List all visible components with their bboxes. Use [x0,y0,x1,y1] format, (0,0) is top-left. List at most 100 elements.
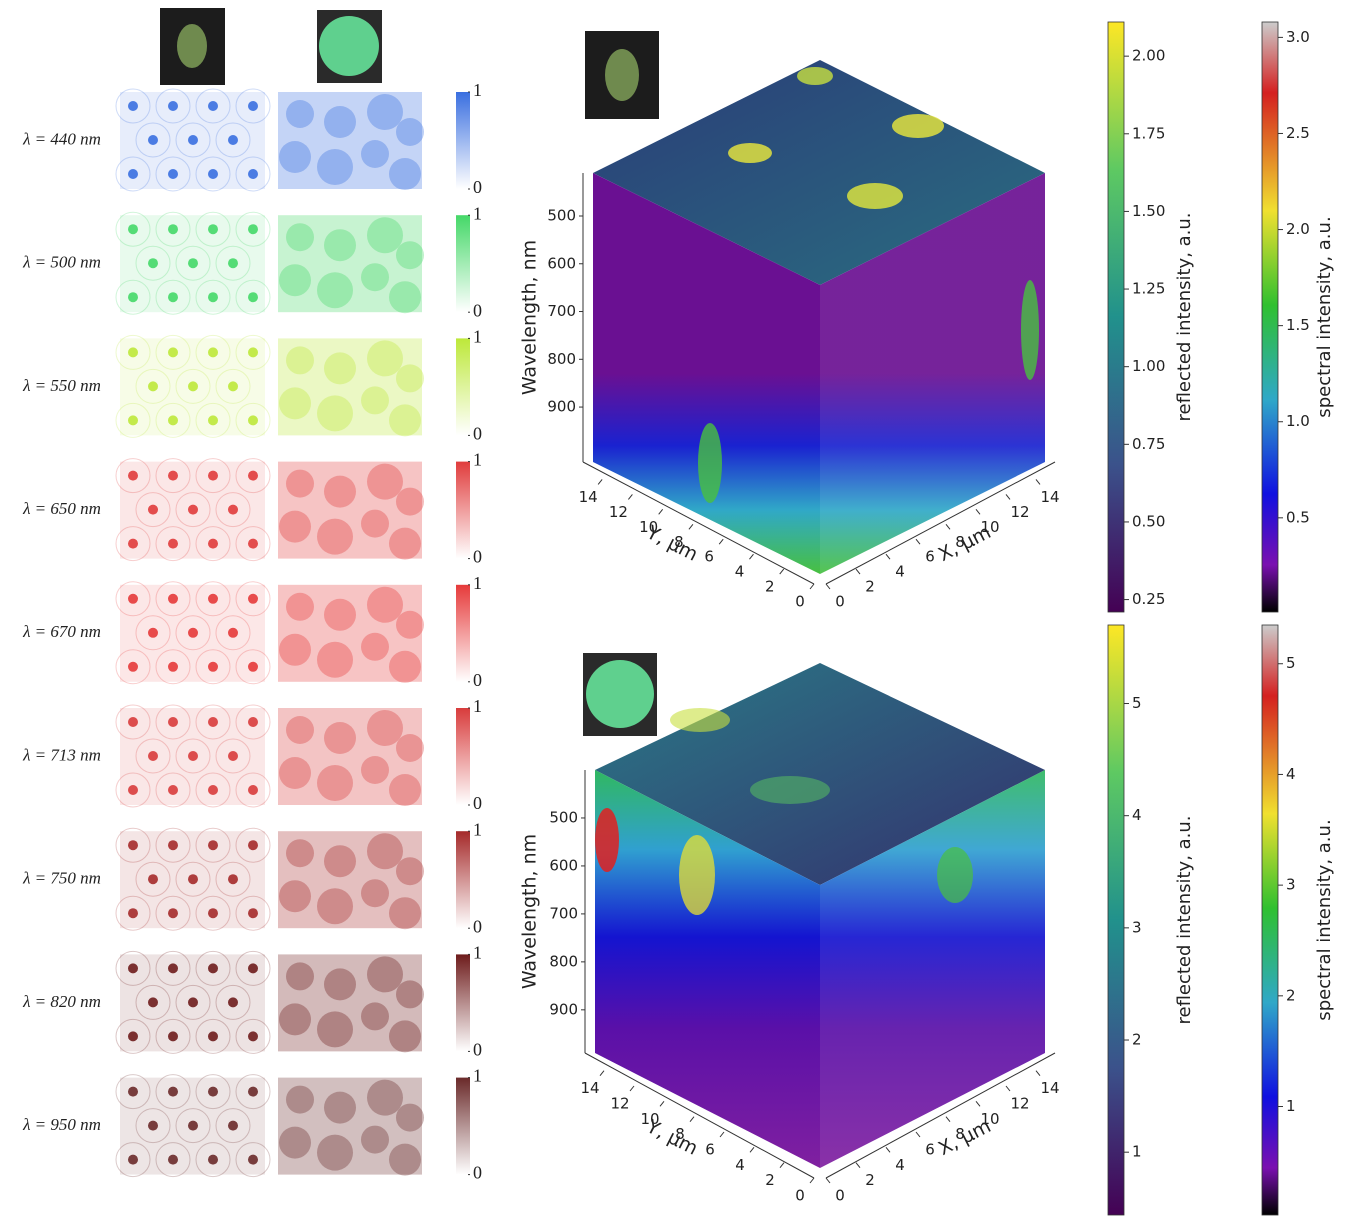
x-tick-label: 4 [895,563,905,581]
colorbar-tick-label: 1 [1286,1097,1296,1115]
sphere-blob [279,510,311,543]
x-axis-label: X, µm [935,521,995,566]
cell-ring [195,334,231,370]
cell-ring [175,615,211,651]
cell-ring [215,122,251,158]
sphere-blob [286,592,314,621]
sphere-blob [279,264,311,297]
cell-spot [208,593,218,604]
cell-spot [208,415,218,426]
sphere-blob [389,650,421,683]
y-tick-label: 8 [675,1125,685,1143]
cell-ring [195,581,231,617]
cell-ring [135,984,171,1020]
cell-ring [195,827,231,863]
cell-ring [115,334,151,370]
cell-ring [235,649,271,685]
cell-ring [155,402,191,438]
cell-spot [148,504,158,515]
sphere-blob [279,757,311,789]
colorbar-tick-label: 1.00 [1132,357,1165,375]
sphere-blob [286,962,314,991]
cell-spot [188,1120,198,1131]
cell-ring [195,279,231,315]
cell-ring [235,950,271,986]
wavelength-label: λ = 440 nm [22,129,101,148]
colorbar-tick-label: 1.5 [1286,316,1310,334]
sphere-blob [324,106,356,138]
panel-sphere [278,338,422,436]
sphere-blob [279,880,311,913]
cell-ring [135,245,171,281]
y-tick-label: 6 [705,1141,715,1159]
sphere-blob [286,839,314,868]
sphere-blob [367,710,403,746]
cell-spot [168,785,178,795]
wavelength-label: λ = 650 nm [22,499,101,518]
colorbar-tick-label: 0 [473,1163,482,1183]
y-tick [749,1147,755,1153]
x-tick [855,1162,861,1168]
cell-ring [155,334,191,370]
cell-spot [248,717,258,727]
cell-spot [168,717,178,727]
cell-spot [128,1031,138,1042]
y-tick-label: 4 [735,563,745,581]
cell-ring [115,704,151,740]
cell-spot [148,1120,158,1131]
sphere-blob [396,857,424,886]
x-tick [1035,479,1041,485]
sphere-blob [279,633,311,666]
cell-ring [115,950,151,986]
cell-ring [215,738,251,774]
cell-spot [148,135,158,145]
wavelength-label: λ = 500 nm [22,253,101,272]
colorbar-tick-label: 1.25 [1132,280,1165,298]
wavelength-axis-label: Wavelength, nm [519,834,541,989]
cell-spot [208,224,218,235]
colorbar-tick-label: 0 [473,916,482,936]
colorbar-tick-label: 2 [1286,986,1296,1004]
x-tick [825,1177,831,1184]
x-axis-label: X, µm [935,1115,995,1160]
cell-spot [188,258,198,269]
y-tick [628,494,633,500]
cell-ring [115,88,151,124]
sphere-blob [361,879,389,908]
sphere-blob [361,509,389,538]
sphere-blob [324,229,356,262]
cell-spot [228,627,238,638]
wavelength-label: λ = 950 nm [22,1115,101,1134]
colorbar-tick-label: 0 [473,424,482,444]
cell-spot [208,840,218,851]
colorbar-tick-label: 0 [473,670,482,690]
sphere-blob [396,610,424,639]
colorbar-tick-label: 0 [473,177,482,197]
sphere-blob [324,352,356,385]
cell-ring [135,738,171,774]
cell-ring [135,861,171,897]
wavelength-tick-label: 900 [547,398,576,416]
colorbar-tick-label: 5 [1286,654,1296,672]
wavelength-label: λ = 713 nm [22,745,101,764]
wavelength-axis-label: Wavelength, nm [519,240,541,395]
cell-spot [248,908,258,919]
sphere-blob [389,158,421,190]
cell-spot [208,1154,218,1165]
cell-spot [168,661,178,672]
cell-spot [248,1031,258,1042]
cell-spot [228,1120,238,1131]
cell-ring [135,122,171,158]
cell-spot [188,874,198,885]
sphere-blob [286,1085,314,1114]
sphere-blob [361,140,389,168]
panel-sphere [278,831,422,929]
cell-ring [195,211,231,247]
x-tick-label: 0 [835,1187,845,1205]
cell-spot [168,415,178,426]
axis-edge [582,461,815,585]
cell-spot [128,785,138,795]
sphere-blob [389,404,421,437]
cell-ring [235,458,271,494]
sphere-blob [396,980,424,1009]
